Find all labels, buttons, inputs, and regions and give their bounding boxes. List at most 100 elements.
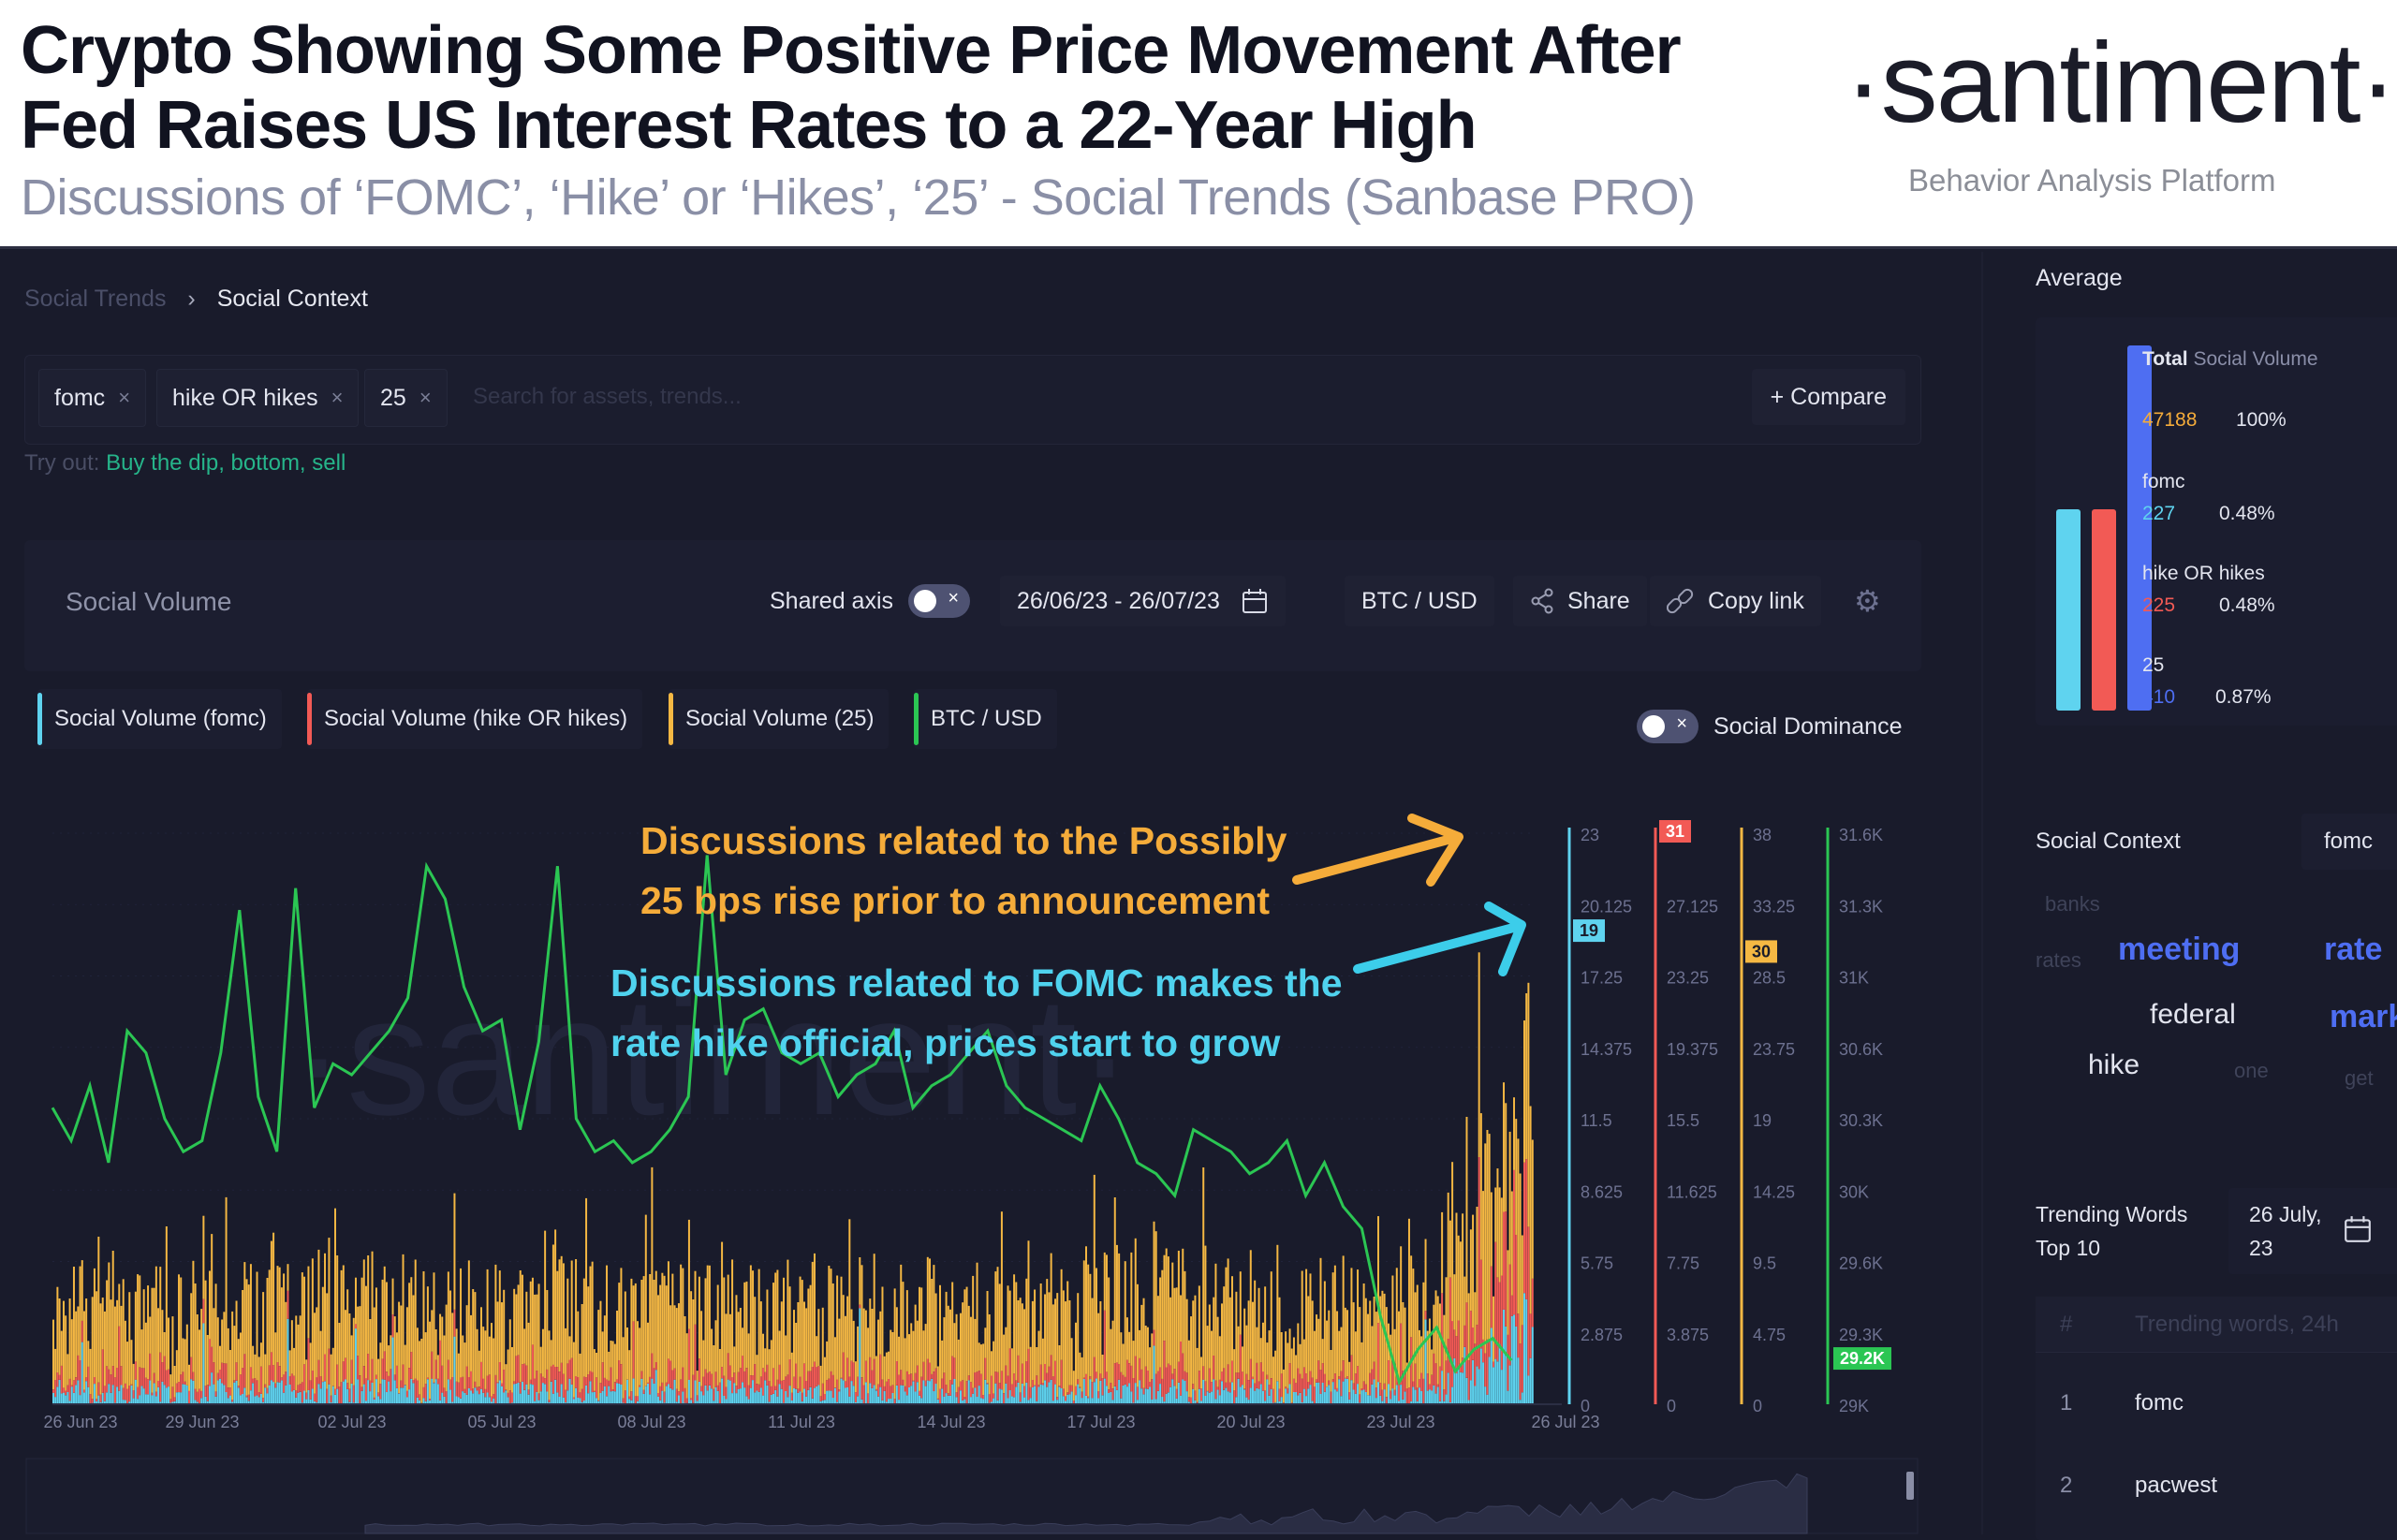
volume-bar	[937, 1367, 939, 1399]
breadcrumb-social-trends[interactable]: Social Trends	[24, 286, 166, 312]
cloud-word[interactable]: federal	[2150, 999, 2236, 1031]
volume-bar	[236, 1301, 238, 1363]
date-range-picker[interactable]: 26/06/23 - 26/07/23	[1000, 576, 1286, 626]
close-icon[interactable]: ×	[419, 386, 432, 410]
share-button[interactable]: Share	[1513, 576, 1647, 626]
legend-item-fomc[interactable]: Social Volume (fomc)	[37, 689, 282, 749]
close-icon[interactable]: ×	[331, 386, 344, 410]
trending-word[interactable]: fomc	[2135, 1390, 2184, 1416]
cloud-word[interactable]: meeting	[2118, 931, 2240, 968]
volume-bar	[1503, 1212, 1505, 1310]
volume-bar	[437, 1384, 439, 1404]
volume-bar	[1104, 1311, 1106, 1379]
volume-bar	[458, 1383, 460, 1398]
search-input[interactable]: Search for assets, trends...	[473, 384, 742, 410]
close-icon: ×	[948, 588, 959, 609]
volume-bar	[520, 1270, 522, 1382]
cloud-word[interactable]: mark	[2330, 999, 2397, 1035]
volume-bar	[729, 1314, 731, 1366]
volume-bar	[1068, 1386, 1070, 1395]
trending-date-picker[interactable]: 26 July, 23	[2228, 1188, 2397, 1274]
volume-bar	[1285, 1386, 1287, 1388]
volume-bar	[1054, 1361, 1056, 1385]
volume-bar	[783, 1278, 785, 1380]
try-out-suggestions[interactable]: Buy the dip, bottom, sell	[106, 450, 346, 476]
volume-bar	[118, 1391, 120, 1404]
volume-bar	[81, 1260, 83, 1321]
settings-button[interactable]: ⚙	[1854, 576, 1881, 626]
trending-word[interactable]: pacwest	[2135, 1473, 2217, 1499]
volume-bar	[248, 1395, 250, 1401]
volume-bar	[1046, 1373, 1048, 1387]
legend-item-hike[interactable]: Social Volume (hike OR hikes)	[307, 689, 642, 749]
close-icon[interactable]: ×	[118, 386, 130, 410]
volume-bar	[599, 1383, 601, 1393]
volume-bar	[400, 1381, 402, 1388]
volume-bar	[1491, 1193, 1493, 1267]
cloud-word[interactable]: rate	[2324, 931, 2382, 968]
cloud-word[interactable]: one	[2234, 1059, 2269, 1083]
volume-bar	[92, 1399, 94, 1403]
legend-color-bar	[37, 693, 42, 745]
volume-bar	[219, 1379, 221, 1404]
volume-bar	[1145, 1367, 1147, 1389]
volume-bar	[443, 1388, 445, 1397]
volume-bar	[1176, 1287, 1178, 1389]
cloud-word[interactable]: get	[2345, 1066, 2374, 1091]
volume-bar	[1157, 1371, 1159, 1391]
legend-item-25[interactable]: Social Volume (25)	[669, 689, 889, 749]
volume-bar	[569, 1379, 571, 1404]
volume-bar	[462, 1391, 463, 1404]
volume-bar	[877, 1397, 879, 1404]
volume-bar	[1532, 1279, 1534, 1327]
volume-bar	[1200, 1357, 1202, 1389]
shared-axis-toggle[interactable]: ×	[908, 584, 970, 618]
volume-bar	[415, 1378, 417, 1403]
cloud-word[interactable]: hike	[2088, 1049, 2140, 1081]
volume-bar	[925, 1324, 927, 1380]
avg-25-pct: 0.87%	[2215, 686, 2272, 709]
volume-bar	[1015, 1381, 1017, 1387]
compare-button[interactable]: + Compare	[1752, 369, 1905, 425]
volume-bar	[65, 1395, 66, 1404]
volume-bar	[518, 1355, 520, 1383]
volume-bar	[507, 1393, 509, 1398]
volume-bar	[396, 1388, 398, 1404]
volume-bar	[301, 1382, 303, 1402]
volume-bar	[80, 1267, 81, 1360]
volume-bar	[1168, 1392, 1169, 1404]
volume-bar	[871, 1371, 873, 1388]
social-dominance-toggle[interactable]: ×	[1637, 710, 1698, 743]
volume-bar	[293, 1348, 295, 1376]
volume-bar	[52, 1393, 54, 1404]
volume-bar	[200, 1398, 202, 1404]
volume-bar	[231, 1312, 233, 1400]
volume-bar	[980, 1344, 982, 1374]
volume-bar	[989, 1314, 991, 1394]
volume-bar	[439, 1341, 441, 1401]
legend-item-btc[interactable]: BTC / USD	[914, 689, 1057, 749]
search-bar[interactable]: fomc × hike OR hikes × 25 × Search for a…	[24, 355, 1921, 445]
cloud-word[interactable]: banks	[2045, 892, 2100, 917]
calendar-icon	[1241, 587, 1269, 615]
volume-bar	[63, 1301, 65, 1388]
volume-bar	[651, 1354, 653, 1379]
copy-link-button[interactable]: Copy link	[1650, 576, 1821, 626]
current-value-label: 29.2K	[1840, 1349, 1885, 1368]
volume-bar	[1169, 1365, 1171, 1386]
annotation-cyan: Discussions related to FOMC makes the ra…	[610, 953, 1343, 1073]
volume-bar	[984, 1358, 986, 1380]
volume-bar	[999, 1389, 1001, 1405]
pair-selector[interactable]: BTC / USD	[1345, 576, 1494, 626]
cloud-word[interactable]: rates	[2036, 948, 2081, 973]
volume-bar	[628, 1350, 630, 1396]
volume-bar	[1388, 1385, 1390, 1405]
volume-bar	[655, 1362, 657, 1370]
volume-bar	[674, 1305, 676, 1368]
volume-bar	[561, 1256, 563, 1363]
volume-bar	[73, 1380, 75, 1393]
legend-color-bar	[669, 693, 673, 745]
social-context-selector[interactable]: fomc	[2301, 814, 2397, 870]
volume-bar	[922, 1330, 924, 1362]
volume-bar	[581, 1304, 583, 1389]
